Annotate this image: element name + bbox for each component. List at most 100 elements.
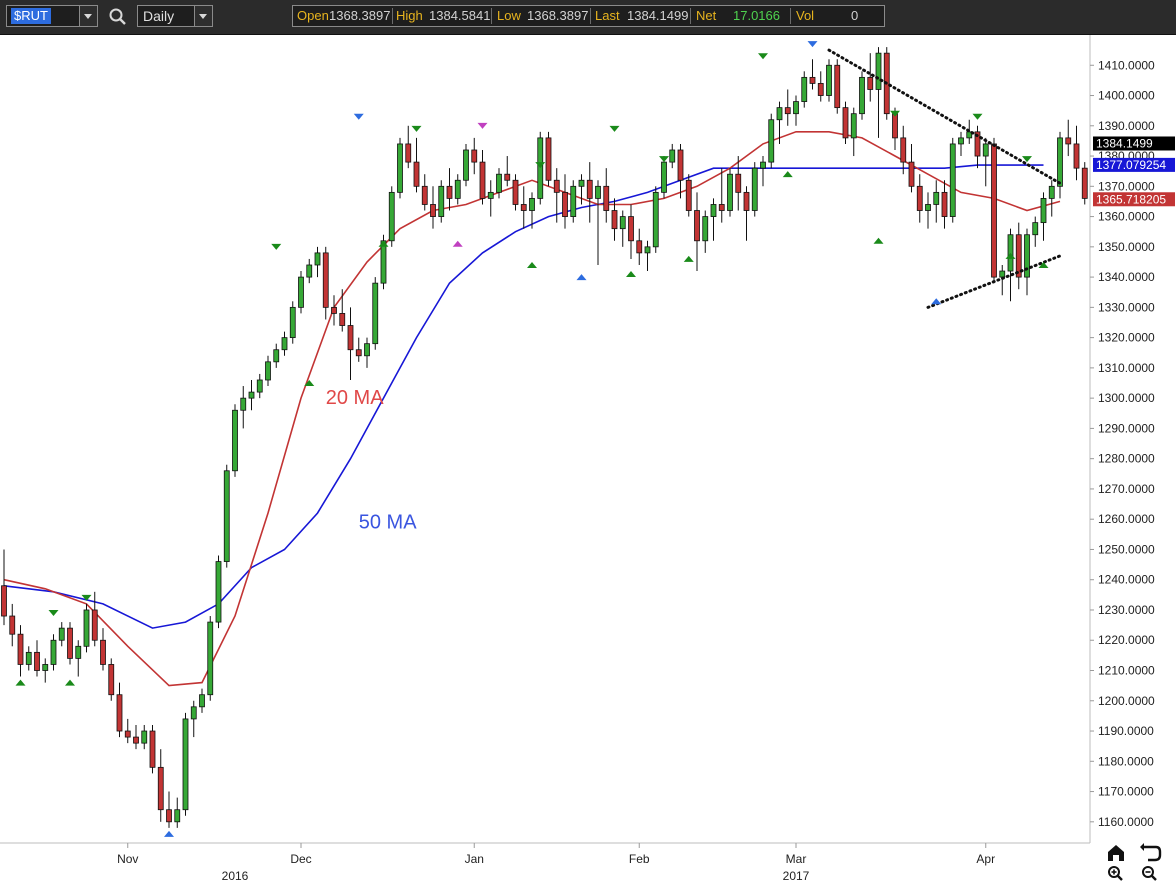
candle[interactable] (199, 688, 205, 713)
candle[interactable] (991, 137, 997, 284)
candle[interactable] (1007, 228, 1014, 302)
candle[interactable] (108, 658, 115, 701)
candle[interactable] (133, 724, 139, 750)
candle[interactable] (644, 240, 651, 272)
candle[interactable] (91, 591, 98, 647)
candle[interactable] (694, 192, 700, 272)
candle[interactable] (611, 198, 618, 241)
candle[interactable] (669, 143, 676, 169)
candle[interactable] (809, 59, 816, 90)
candle[interactable] (42, 658, 49, 683)
candle[interactable] (619, 210, 626, 247)
candle[interactable] (9, 603, 16, 647)
candle[interactable] (512, 174, 519, 211)
candle[interactable] (339, 289, 346, 332)
candle[interactable] (974, 125, 981, 169)
candle[interactable] (405, 125, 412, 169)
candle[interactable] (17, 625, 24, 677)
candle[interactable] (982, 137, 989, 187)
period-dropdown-icon[interactable] (194, 6, 212, 26)
candle[interactable] (232, 404, 238, 477)
candle[interactable] (34, 640, 40, 677)
candle[interactable] (364, 337, 370, 368)
candle[interactable] (949, 137, 956, 223)
candle[interactable] (430, 186, 436, 229)
candle[interactable] (289, 301, 296, 344)
candle[interactable] (636, 228, 643, 265)
candle[interactable] (751, 162, 758, 217)
candle[interactable] (471, 137, 478, 175)
candle[interactable] (661, 156, 667, 199)
candle[interactable] (149, 724, 156, 774)
candle[interactable] (256, 373, 263, 399)
candle[interactable] (58, 622, 65, 647)
candle[interactable] (240, 386, 247, 429)
candle[interactable] (397, 137, 403, 199)
candle[interactable] (595, 180, 601, 265)
candle[interactable] (314, 246, 321, 278)
candle[interactable] (916, 174, 923, 223)
symbol-value[interactable]: $RUT (11, 8, 51, 24)
candle[interactable] (83, 603, 90, 653)
candle[interactable] (842, 101, 849, 144)
candle[interactable] (966, 119, 973, 144)
candle[interactable] (174, 797, 181, 828)
candle[interactable] (223, 464, 230, 568)
candle[interactable] (652, 186, 659, 253)
candle[interactable] (347, 307, 354, 380)
candle[interactable] (925, 192, 931, 229)
candle[interactable] (1048, 180, 1055, 217)
candle[interactable] (1057, 131, 1063, 199)
candle[interactable] (817, 71, 824, 102)
candle[interactable] (710, 198, 717, 241)
candle[interactable] (801, 71, 808, 108)
candle[interactable] (578, 174, 585, 205)
candle[interactable] (1081, 162, 1088, 205)
candle[interactable] (75, 640, 82, 677)
candle[interactable] (520, 186, 527, 229)
candle[interactable] (743, 186, 750, 241)
candle[interactable] (529, 192, 535, 229)
candle[interactable] (553, 168, 560, 223)
candle[interactable] (1065, 119, 1072, 157)
candle[interactable] (182, 712, 189, 816)
candle[interactable] (487, 180, 494, 217)
candle[interactable] (908, 143, 915, 193)
candle[interactable] (933, 180, 940, 223)
candle[interactable] (166, 791, 172, 828)
candle[interactable] (215, 555, 222, 629)
candle[interactable] (372, 277, 379, 350)
zoom-in-icon[interactable] (1108, 866, 1123, 881)
candle[interactable] (603, 168, 610, 223)
candle[interactable] (479, 149, 486, 205)
candle[interactable] (941, 180, 948, 229)
candle[interactable] (1015, 222, 1022, 290)
price-chart[interactable]: 1160.0000 1170.0000 1180.0000 1190.0000 1200… (0, 35, 1176, 883)
symbol-input[interactable]: $RUT (6, 5, 98, 27)
candle[interactable] (702, 210, 709, 253)
candle[interactable] (867, 53, 874, 102)
candle[interactable] (900, 125, 907, 175)
candle[interactable] (875, 47, 882, 138)
home-icon[interactable] (1108, 845, 1124, 861)
candle[interactable] (388, 186, 395, 247)
candle[interactable] (1032, 216, 1039, 247)
symbol-dropdown-icon[interactable] (79, 6, 97, 26)
candle[interactable] (306, 258, 313, 284)
candle[interactable] (207, 616, 214, 701)
candle[interactable] (826, 59, 832, 102)
candle[interactable] (958, 131, 964, 157)
candle[interactable] (298, 271, 304, 314)
candle[interactable] (265, 355, 271, 387)
candle[interactable] (50, 634, 57, 671)
candle[interactable] (124, 718, 131, 744)
candle[interactable] (850, 107, 857, 157)
candle[interactable] (67, 622, 73, 665)
candle[interactable] (718, 168, 725, 223)
candle[interactable] (190, 700, 197, 738)
candle[interactable] (281, 331, 288, 356)
candle[interactable] (322, 246, 329, 320)
candle[interactable] (586, 162, 593, 223)
candle[interactable] (784, 89, 791, 126)
candle[interactable] (834, 59, 841, 114)
